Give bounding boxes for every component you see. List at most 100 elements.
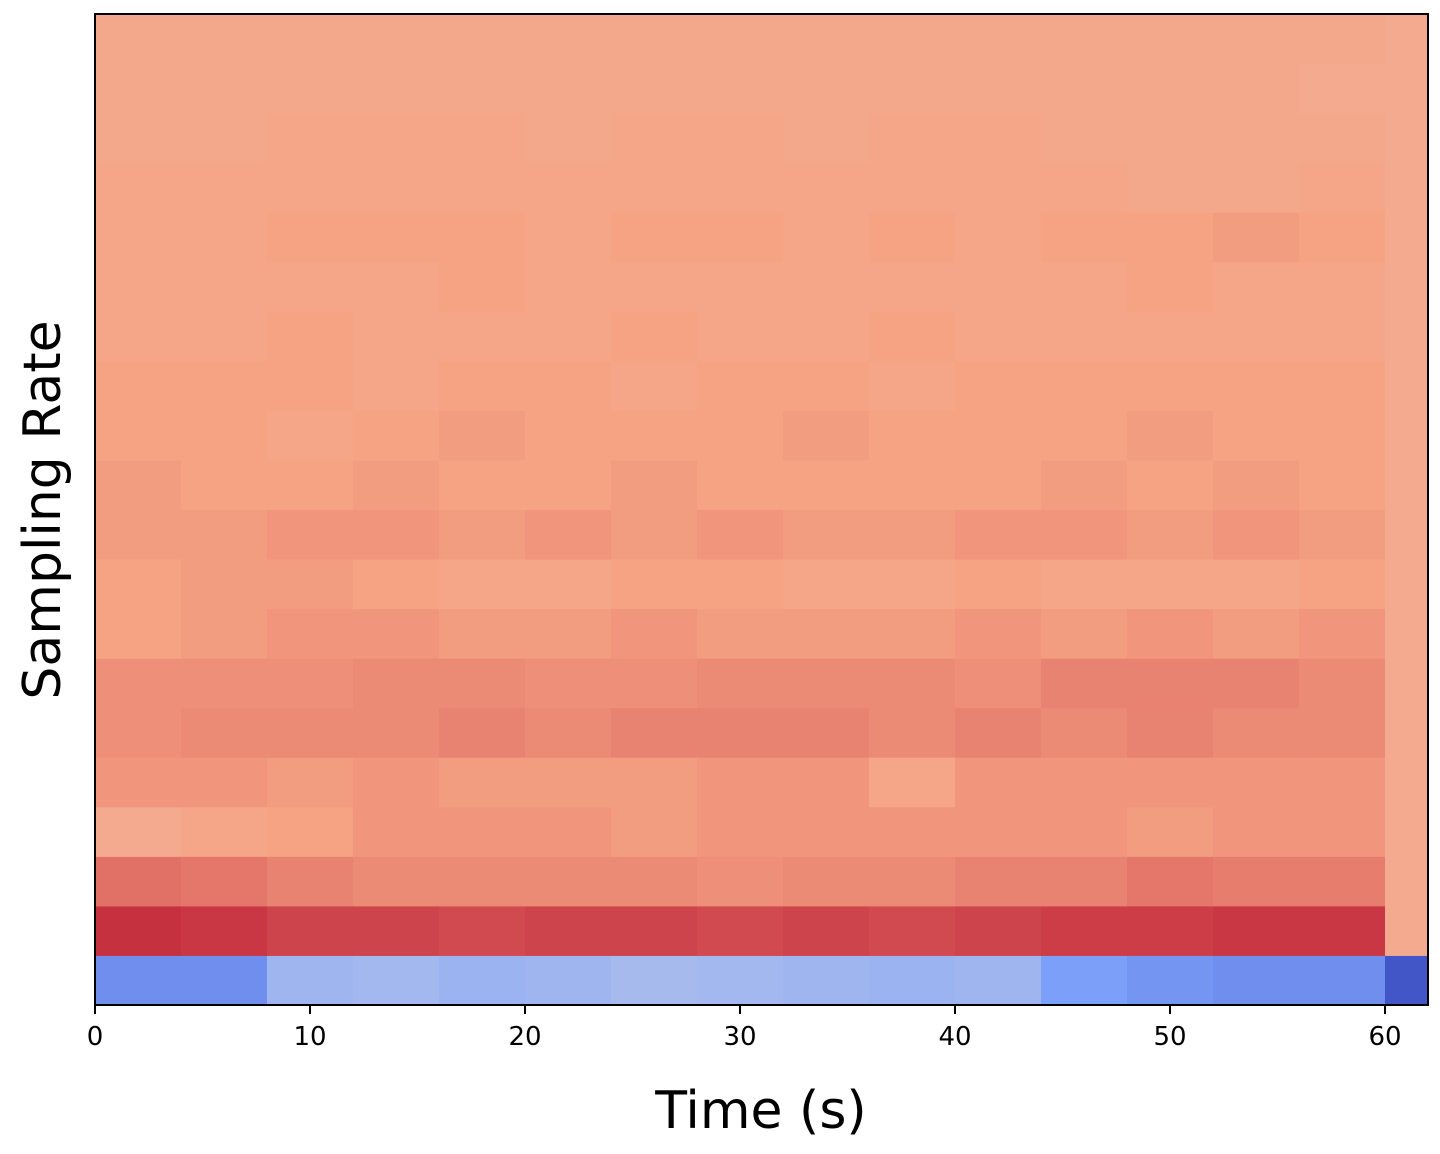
- heatmap-cell: [439, 955, 526, 1006]
- heatmap-cell: [1127, 311, 1214, 362]
- heatmap-cell: [267, 905, 354, 956]
- heatmap-cell: [697, 311, 784, 362]
- heatmap-cell: [525, 410, 612, 461]
- heatmap-cell: [869, 955, 956, 1006]
- heatmap-cell: [353, 707, 440, 758]
- heatmap-cell: [955, 509, 1042, 560]
- heatmap-cell: [1213, 608, 1300, 659]
- heatmap-cell: [1385, 459, 1429, 510]
- heatmap-cell: [869, 905, 956, 956]
- heatmap-cell: [181, 658, 268, 709]
- y-axis-label: Sampling Rate: [13, 320, 73, 699]
- heatmap-cell: [611, 360, 698, 411]
- heatmap-cell: [1041, 63, 1128, 114]
- heatmap-cell: [525, 162, 612, 213]
- heatmap-cell: [353, 509, 440, 560]
- heatmap-cell: [697, 14, 784, 65]
- plot-frame: [94, 13, 1429, 1006]
- heatmap-cell: [1385, 955, 1429, 1006]
- heatmap-cell: [869, 63, 956, 114]
- heatmap-cell: [955, 856, 1042, 907]
- x-tick-label: 10: [293, 1022, 326, 1052]
- heatmap-cell: [869, 113, 956, 164]
- heatmap-cell: [267, 410, 354, 461]
- heatmap-cell: [611, 212, 698, 263]
- heatmap-cell: [353, 261, 440, 312]
- heatmap-cell: [1127, 212, 1214, 263]
- heatmap-cell: [181, 162, 268, 213]
- heatmap-cell: [1041, 806, 1128, 857]
- heatmap-cell: [439, 707, 526, 758]
- heatmap-cell: [1213, 410, 1300, 461]
- heatmap-cell: [1385, 360, 1429, 411]
- heatmap-cell: [525, 113, 612, 164]
- heatmap-cell: [1299, 905, 1386, 956]
- heatmap-cell: [955, 559, 1042, 610]
- heatmap-cell: [869, 707, 956, 758]
- heatmap-cell: [1299, 806, 1386, 857]
- heatmap-cell: [181, 806, 268, 857]
- heatmap-cell: [1385, 113, 1429, 164]
- heatmap-cell: [525, 509, 612, 560]
- heatmap-cell: [783, 757, 870, 808]
- heatmap-cell: [697, 707, 784, 758]
- heatmap-cell: [1299, 14, 1386, 65]
- heatmap-cell: [697, 509, 784, 560]
- heatmap-cell: [955, 806, 1042, 857]
- heatmap-cell: [1299, 459, 1386, 510]
- heatmap-cell: [697, 856, 784, 907]
- heatmap-cell: [1213, 113, 1300, 164]
- heatmap-cell: [611, 955, 698, 1006]
- heatmap-cell: [353, 757, 440, 808]
- heatmap-cell: [1127, 162, 1214, 213]
- heatmap-cell: [181, 14, 268, 65]
- heatmap-cell: [783, 360, 870, 411]
- heatmap-cell: [439, 658, 526, 709]
- heatmap-cell: [1213, 806, 1300, 857]
- heatmap-cell: [697, 905, 784, 956]
- heatmap-cell: [1213, 658, 1300, 709]
- heatmap-cell: [181, 559, 268, 610]
- heatmap-cell: [353, 559, 440, 610]
- heatmap-cell: [267, 311, 354, 362]
- heatmap-cell: [267, 212, 354, 263]
- heatmap-cell: [1213, 955, 1300, 1006]
- heatmap-cell: [955, 162, 1042, 213]
- heatmap-cell: [1385, 162, 1429, 213]
- heatmap-cell: [353, 856, 440, 907]
- heatmap-cell: [697, 113, 784, 164]
- heatmap-cell: [181, 509, 268, 560]
- heatmap-cell: [783, 658, 870, 709]
- heatmap-cell: [525, 311, 612, 362]
- heatmap-cell: [181, 757, 268, 808]
- heatmap-cell: [1127, 658, 1214, 709]
- heatmap-cell: [181, 856, 268, 907]
- heatmap-cell: [955, 905, 1042, 956]
- heatmap-cell: [611, 707, 698, 758]
- heatmap-cell: [181, 608, 268, 659]
- heatmap-cell: [95, 806, 182, 857]
- heatmap-cell: [525, 658, 612, 709]
- heatmap-cell: [267, 360, 354, 411]
- heatmap-cell: [267, 63, 354, 114]
- heatmap-cell: [1385, 63, 1429, 114]
- heatmap-cell: [783, 608, 870, 659]
- heatmap-cell: [267, 757, 354, 808]
- heatmap-cell: [783, 63, 870, 114]
- heatmap-cell: [439, 261, 526, 312]
- heatmap-cell: [1385, 261, 1429, 312]
- heatmap-cell: [95, 459, 182, 510]
- heatmap-cell: [1213, 261, 1300, 312]
- heatmap-cell: [611, 757, 698, 808]
- heatmap-cell: [955, 459, 1042, 510]
- heatmap-cell: [267, 806, 354, 857]
- x-axis-label: Time (s): [654, 1081, 866, 1141]
- heatmap-cell: [611, 14, 698, 65]
- heatmap-cell: [95, 757, 182, 808]
- heatmap-cell: [181, 311, 268, 362]
- heatmap-cell: [1213, 509, 1300, 560]
- heatmap-cell: [353, 63, 440, 114]
- heatmap-cell: [439, 806, 526, 857]
- heatmap-cell: [1385, 905, 1429, 956]
- heatmap-cell: [439, 757, 526, 808]
